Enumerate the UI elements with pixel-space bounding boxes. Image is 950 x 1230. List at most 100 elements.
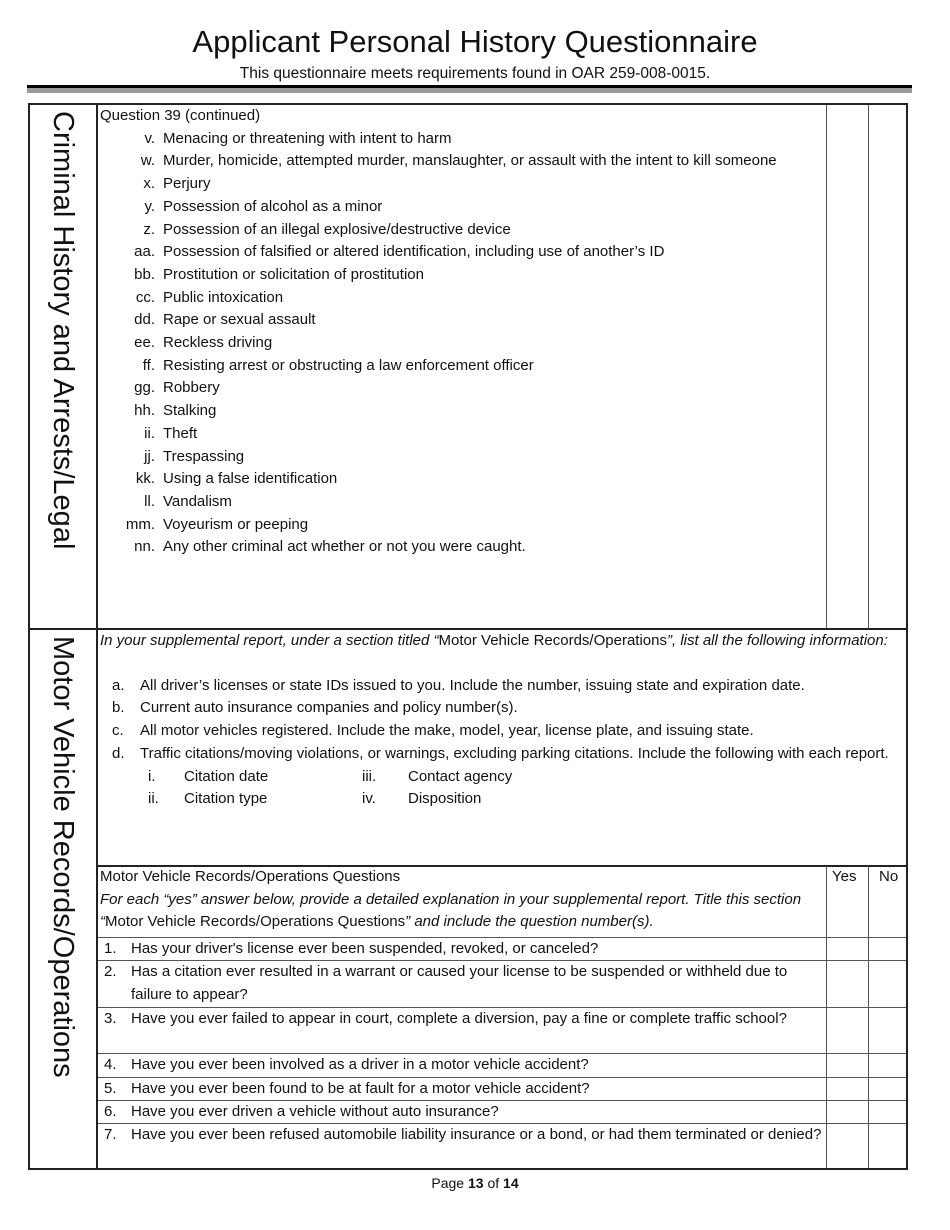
item-text: Any other criminal act whether or not yo… — [163, 538, 526, 556]
section-side-label: Motor Vehicle Records/Operations — [30, 630, 98, 1168]
info-item: a. All driver’s licenses or state IDs iss… — [100, 675, 906, 698]
question-heading: Question 39 (continued) — [100, 107, 261, 124]
question-text: Have you ever been involved as a driver … — [131, 1056, 589, 1073]
item-label: kk. — [135, 470, 155, 488]
item-label: ff. — [142, 356, 155, 374]
section-content: In your supplemental report, under a sec… — [98, 630, 906, 1168]
no-checkbox-cell[interactable] — [869, 938, 906, 960]
offense-list: v. Menacing or threatening with intent to… — [100, 128, 826, 559]
subitem-text: Citation date — [184, 767, 269, 785]
question-row: 6. Have you ever driven a vehicle without… — [98, 1100, 906, 1123]
item-text: Public intoxication — [163, 288, 284, 306]
header-rule-shadow — [27, 88, 912, 93]
question-number: 5. — [104, 1080, 117, 1097]
offense-item: ll. Vandalism — [100, 491, 816, 514]
yes-checkbox-cell[interactable] — [827, 1124, 868, 1168]
question-text: Has your driver's license ever been susp… — [131, 940, 599, 957]
question-text: Have you ever been found to be at fault … — [131, 1080, 590, 1097]
yes-checkbox-cell[interactable] — [827, 1054, 868, 1077]
no-checkbox-cell[interactable] — [869, 1054, 906, 1077]
offense-item: y. Possession of alcohol as a minor — [100, 196, 816, 219]
offense-item: v. Menacing or threatening with intent to… — [100, 128, 816, 151]
question-number: 7. — [104, 1126, 117, 1143]
criminal-history-label: Criminal History and Arrests/Legal — [47, 111, 79, 550]
yes-column[interactable] — [826, 105, 827, 628]
supplemental-instructions: In your supplemental report, under a sec… — [98, 630, 906, 867]
no-column-divider — [868, 866, 869, 1168]
item-label: mm. — [125, 515, 155, 533]
item-label: aa. — [134, 243, 155, 261]
question-text: Have you ever been refused automobile li… — [131, 1126, 822, 1143]
info-item: b. Current auto insurance companies and p… — [100, 697, 906, 720]
motor-vehicle-label: Motor Vehicle Records/Operations — [47, 636, 79, 1078]
item-label: w. — [140, 152, 155, 170]
yes-column-divider — [826, 866, 827, 1168]
no-column[interactable] — [868, 105, 869, 628]
item-text: Stalking — [163, 402, 217, 420]
question-number: 1. — [104, 940, 117, 957]
section-side-label: Criminal History and Arrests/Legal — [30, 105, 98, 628]
subitem-label: i. — [148, 767, 156, 785]
item-label: d. — [112, 744, 125, 762]
question-text: Has a citation ever resulted in a warran… — [131, 963, 788, 1003]
questions-header: Motor Vehicle Records/Operations Questio… — [100, 866, 822, 934]
page-footer: Page 13 of 14 — [431, 1175, 519, 1191]
item-label: nn. — [134, 538, 155, 556]
item-text: Vandalism — [163, 492, 232, 510]
yes-checkbox-cell[interactable] — [827, 938, 868, 960]
item-text: All motor vehicles registered. Include t… — [140, 722, 754, 740]
offense-item: nn. Any other criminal act whether or not… — [100, 536, 816, 559]
questions-note: For each “yes” answer below, provide a d… — [100, 890, 802, 931]
item-text: Trespassing — [163, 447, 245, 465]
item-text: Menacing or threatening with intent to h… — [163, 129, 452, 147]
item-text: Voyeurism or peeping — [163, 515, 309, 533]
no-checkbox-cell[interactable] — [869, 1008, 906, 1053]
item-text: All driver’s licenses or state IDs issue… — [140, 676, 805, 694]
questions-table: Motor Vehicle Records/Operations Questio… — [98, 866, 906, 1168]
question-number: 3. — [104, 1010, 117, 1027]
item-text: Prostitution or solicitation of prostitu… — [163, 265, 424, 283]
subitem-text: Citation type — [184, 790, 268, 808]
item-label: ll. — [144, 492, 155, 510]
offense-item: bb. Prostitution or solicitation of prost… — [100, 264, 816, 287]
item-label: a. — [112, 676, 125, 694]
yes-checkbox-cell[interactable] — [827, 1078, 868, 1100]
item-text: Using a false identification — [163, 470, 338, 488]
item-text: Reckless driving — [163, 334, 273, 352]
subitem-label: iv. — [362, 790, 376, 808]
criminal-history-section: Criminal History and Arrests/Legal Quest… — [30, 105, 906, 630]
question-row: 2. Has a citation ever resulted in a warr… — [98, 960, 906, 1007]
no-checkbox-cell[interactable] — [869, 961, 906, 1007]
question-text: Have you ever failed to appear in court,… — [131, 1010, 787, 1027]
info-list: a. All driver’s licenses or state IDs iss… — [100, 675, 906, 766]
yes-checkbox-cell[interactable] — [827, 1008, 868, 1053]
question-row: 5. Have you ever been found to be at faul… — [98, 1077, 906, 1100]
yes-header: Yes — [832, 868, 857, 885]
no-header: No — [879, 868, 899, 885]
offense-item: dd. Rape or sexual assault — [100, 309, 816, 332]
item-text: Murder, homicide, attempted murder, mans… — [163, 152, 777, 170]
item-text: Traffic citations/moving violations, or … — [140, 744, 889, 762]
yes-checkbox-cell[interactable] — [827, 1101, 868, 1123]
subitem-label: ii. — [148, 790, 159, 808]
item-label: ii. — [144, 424, 155, 442]
offense-item: x. Perjury — [100, 173, 816, 196]
item-text: Current auto insurance companies and pol… — [140, 699, 518, 717]
question-text: Have you ever driven a vehicle without a… — [131, 1103, 499, 1120]
motor-vehicle-section: Motor Vehicle Records/Operations In your… — [30, 630, 906, 1168]
yes-checkbox-cell[interactable] — [827, 961, 868, 1007]
subitem-text: Contact agency — [408, 767, 513, 785]
item-label: bb. — [134, 265, 155, 283]
offense-item: hh. Stalking — [100, 400, 816, 423]
item-text: Robbery — [163, 379, 220, 397]
no-checkbox-cell[interactable] — [869, 1078, 906, 1100]
section-content: Question 39 (continued) v. Menacing or th… — [98, 105, 826, 628]
question-row: 1. Has your driver's license ever been su… — [98, 937, 906, 960]
info-item: d. Traffic citations/moving violations, o… — [100, 743, 906, 766]
no-checkbox-cell[interactable] — [869, 1124, 906, 1168]
offense-item: z. Possession of an illegal explosive/des… — [100, 219, 816, 242]
subitem-label: iii. — [362, 767, 377, 785]
no-checkbox-cell[interactable] — [869, 1101, 906, 1123]
item-label: b. — [112, 699, 125, 717]
header-rule — [27, 85, 912, 88]
